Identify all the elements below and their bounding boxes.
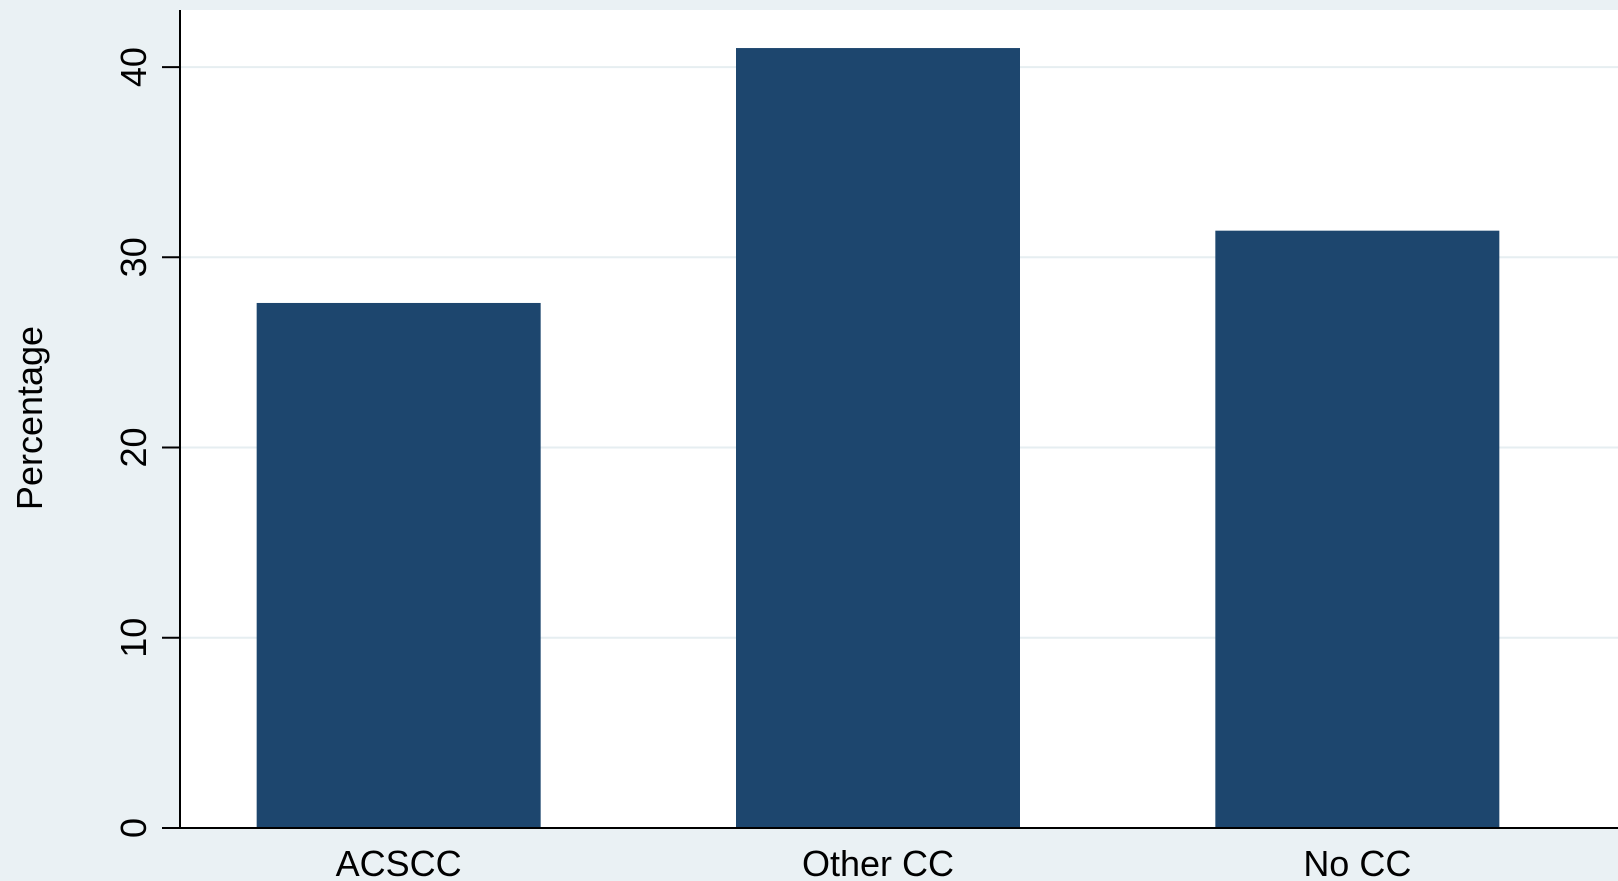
bar-other-cc [736, 48, 1020, 829]
bars [256, 48, 1500, 829]
y-axis-title: Percentage [9, 326, 50, 510]
x-tick-label: No CC [1303, 843, 1411, 881]
y-tick-label: 20 [113, 428, 154, 468]
y-tick-label: 30 [113, 237, 154, 277]
y-tick-label: 40 [113, 47, 154, 87]
x-tick-label: ACSCC [336, 843, 462, 881]
bar-no-cc [1215, 230, 1500, 828]
labels: 0 10 20 30 40 ACSCC Other CC No CC [113, 47, 1411, 881]
y-tick-label: 10 [113, 618, 154, 658]
axes [162, 10, 1618, 829]
bar-acscc [256, 302, 541, 828]
x-tick-label: Other CC [802, 843, 954, 881]
y-tick-label: 0 [113, 818, 154, 838]
